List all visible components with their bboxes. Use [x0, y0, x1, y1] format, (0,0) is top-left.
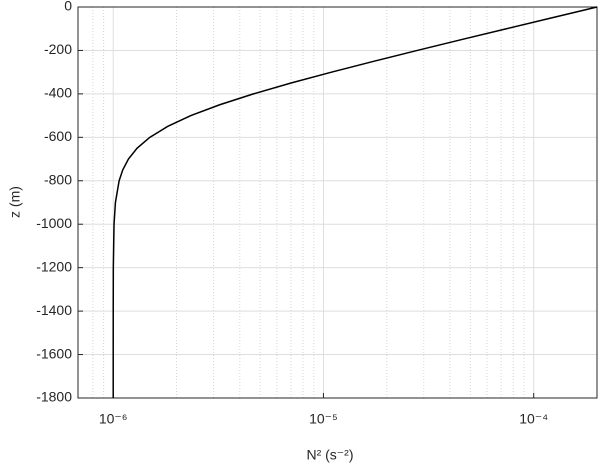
x-axis-label: N² (s⁻²) [306, 447, 353, 463]
x-tick-label: 10⁻⁴ [519, 411, 548, 427]
y-tick-label: -400 [44, 85, 72, 101]
x-tick-label: 10⁻⁶ [99, 411, 128, 427]
y-tick-label: -1000 [36, 215, 72, 231]
y-tick-label: -1800 [36, 389, 72, 405]
y-tick-label: -600 [44, 128, 72, 144]
y-axis-label: z (m) [7, 186, 23, 218]
y-tick-label: -1400 [36, 302, 72, 318]
y-tick-label: -1200 [36, 258, 72, 274]
y-tick-label: -1600 [36, 345, 72, 361]
data-line [112, 6, 598, 398]
y-tick-label: -200 [44, 41, 72, 57]
x-tick-label: 10⁻⁵ [309, 411, 338, 427]
y-tick-label: -800 [44, 171, 72, 187]
y-tick-label: 0 [64, 0, 72, 14]
plot-frame [77, 6, 598, 399]
